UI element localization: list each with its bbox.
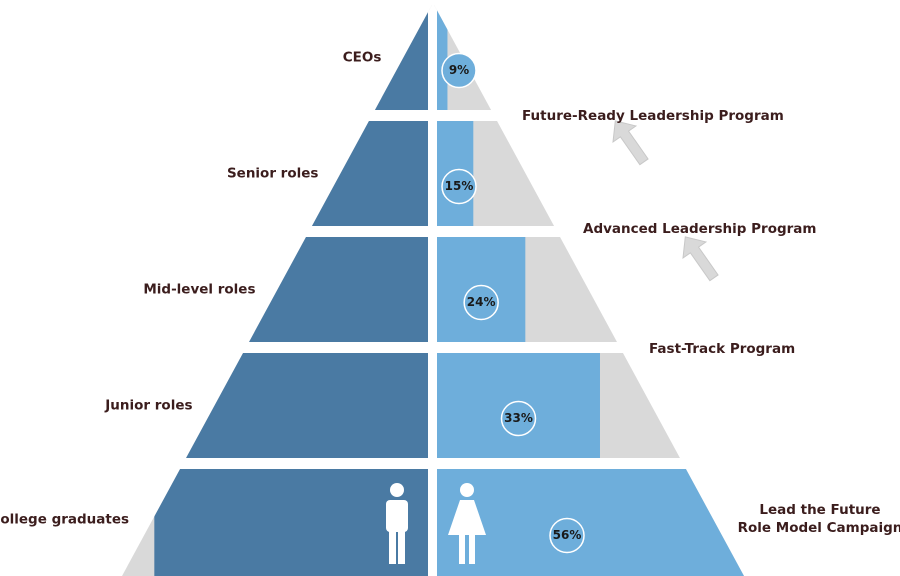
gap xyxy=(428,469,437,576)
category-label: College graduates xyxy=(0,512,129,528)
value-badge xyxy=(441,52,477,89)
value-badge xyxy=(463,284,499,321)
category-label: Senior roles xyxy=(227,166,319,182)
program-label: Future-Ready Leadership Program xyxy=(522,108,784,124)
value-label: 15% xyxy=(445,179,474,193)
value-label: 56% xyxy=(553,528,582,542)
men-bar xyxy=(154,469,428,576)
value-badge xyxy=(549,517,585,554)
women-bar xyxy=(437,5,448,110)
category-label: Mid-level roles xyxy=(143,282,255,298)
category-label: CEOs xyxy=(343,50,382,66)
value-label: 33% xyxy=(504,411,533,425)
level xyxy=(122,469,744,576)
value-label: 24% xyxy=(467,295,496,309)
gap xyxy=(428,5,437,110)
arrow xyxy=(612,120,649,166)
woman-icon xyxy=(448,483,486,564)
gap xyxy=(428,353,437,458)
gap xyxy=(428,121,437,226)
level xyxy=(122,353,744,458)
value-badge xyxy=(441,168,477,205)
arrow xyxy=(682,236,719,282)
program-label: Fast-Track Program xyxy=(649,341,795,357)
women-bar xyxy=(437,469,744,576)
man-icon xyxy=(386,483,408,564)
gap xyxy=(428,237,437,342)
program-label: Role Model Campaign xyxy=(738,520,900,536)
value-badge xyxy=(500,400,537,437)
program-label: Lead the Future xyxy=(759,502,880,518)
category-label: Junior roles xyxy=(104,398,192,414)
program-label: Advanced Leadership Program xyxy=(583,221,816,237)
value-label: 9% xyxy=(449,63,469,77)
